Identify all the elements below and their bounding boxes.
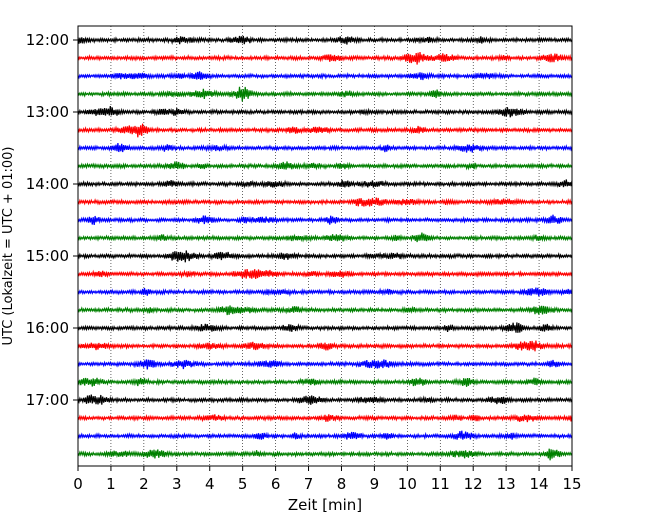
trace-10 [77,214,573,225]
x-tick-label-9: 9 [370,475,380,493]
x-axis-label: Zeit [min] [288,496,362,514]
y-tick-label-5: 17:00 [26,391,69,409]
y-axis: 12:00 13:00 14:00 15:00 16:00 17:00 [26,31,78,409]
trace-5 [77,123,573,138]
x-tick-label-12: 12 [464,475,483,493]
trace-8 [77,179,573,189]
trace-23 [77,448,573,461]
trace-9 [77,197,573,207]
x-tick-label-8: 8 [337,475,347,493]
x-tick-label-1: 1 [106,475,116,493]
trace-1 [77,52,573,65]
x-tick-label-0: 0 [73,475,83,493]
trace-22 [77,430,573,441]
trace-21 [77,413,573,423]
x-tick-label-11: 11 [431,475,450,493]
y-tick-label-2: 14:00 [26,175,69,193]
trace-7 [77,161,573,171]
x-tick-label-13: 13 [497,475,516,493]
x-tick-label-4: 4 [205,475,215,493]
trace-14 [77,287,573,297]
trace-11 [77,232,573,243]
trace-0 [77,35,573,45]
x-tick-label-5: 5 [238,475,248,493]
y-axis-label: UTC (Lokalzeit = UTC + 01:00) [1,147,16,346]
traces [77,35,573,461]
trace-13 [77,269,573,279]
y-tick-label-3: 15:00 [26,247,69,265]
x-tick-label-10: 10 [398,475,417,493]
trace-16 [77,322,573,333]
x-axis: 0 1 2 3 4 5 6 7 8 9 10 11 12 13 14 15 [73,466,582,493]
trace-2 [77,71,573,81]
trace-3 [77,86,573,102]
x-tick-label-7: 7 [304,475,314,493]
trace-19 [77,377,573,387]
x-tick-label-3: 3 [172,475,182,493]
trace-15 [77,305,573,316]
trace-6 [77,143,573,153]
x-tick-label-14: 14 [530,475,549,493]
trace-4 [77,106,573,118]
trace-20 [77,394,573,405]
y-tick-label-4: 16:00 [26,319,69,337]
trace-18 [77,359,573,370]
x-tick-label-6: 6 [271,475,281,493]
trace-17 [77,340,573,352]
y-tick-label-0: 12:00 [26,31,69,49]
y-tick-label-1: 13:00 [26,103,69,121]
plot-frame [77,25,573,467]
trace-12 [77,250,573,263]
x-tick-label-15: 15 [562,475,581,493]
x-tick-label-2: 2 [139,475,149,493]
